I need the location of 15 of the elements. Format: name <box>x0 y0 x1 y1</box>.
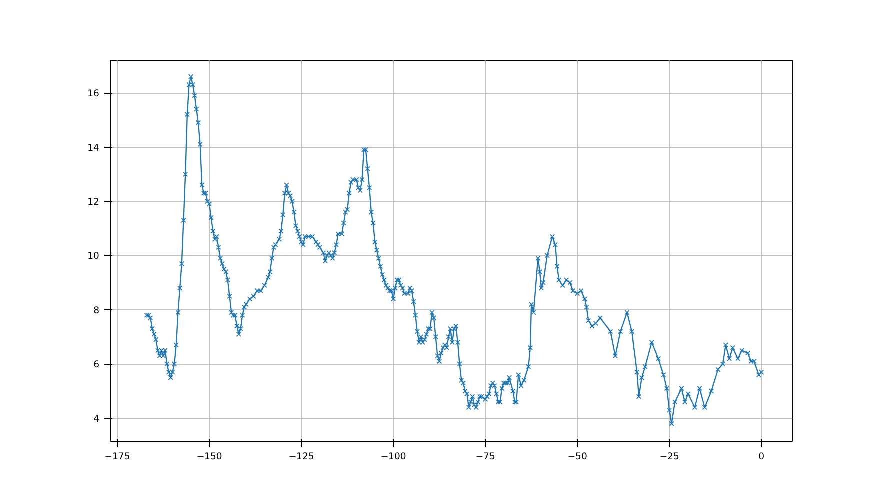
x-tick-label: −50 <box>568 452 588 462</box>
x-tick-label: −25 <box>660 452 680 462</box>
x-tick-label: −75 <box>476 452 496 462</box>
y-tick-label: 8 <box>94 305 100 316</box>
y-tick-label: 4 <box>94 414 100 425</box>
y-tick-label: 6 <box>94 360 100 371</box>
x-tick-label: −125 <box>288 452 314 462</box>
y-tick-label: 10 <box>88 251 100 262</box>
y-tick-label: 14 <box>88 142 100 154</box>
x-tick-label: −100 <box>380 452 406 462</box>
x-tick-label: −150 <box>196 452 222 462</box>
x-tick-label: −175 <box>104 452 130 462</box>
x-tick-label: 0 <box>758 452 765 462</box>
y-tick-label: 12 <box>88 197 100 208</box>
y-tick-label: 16 <box>88 88 100 100</box>
